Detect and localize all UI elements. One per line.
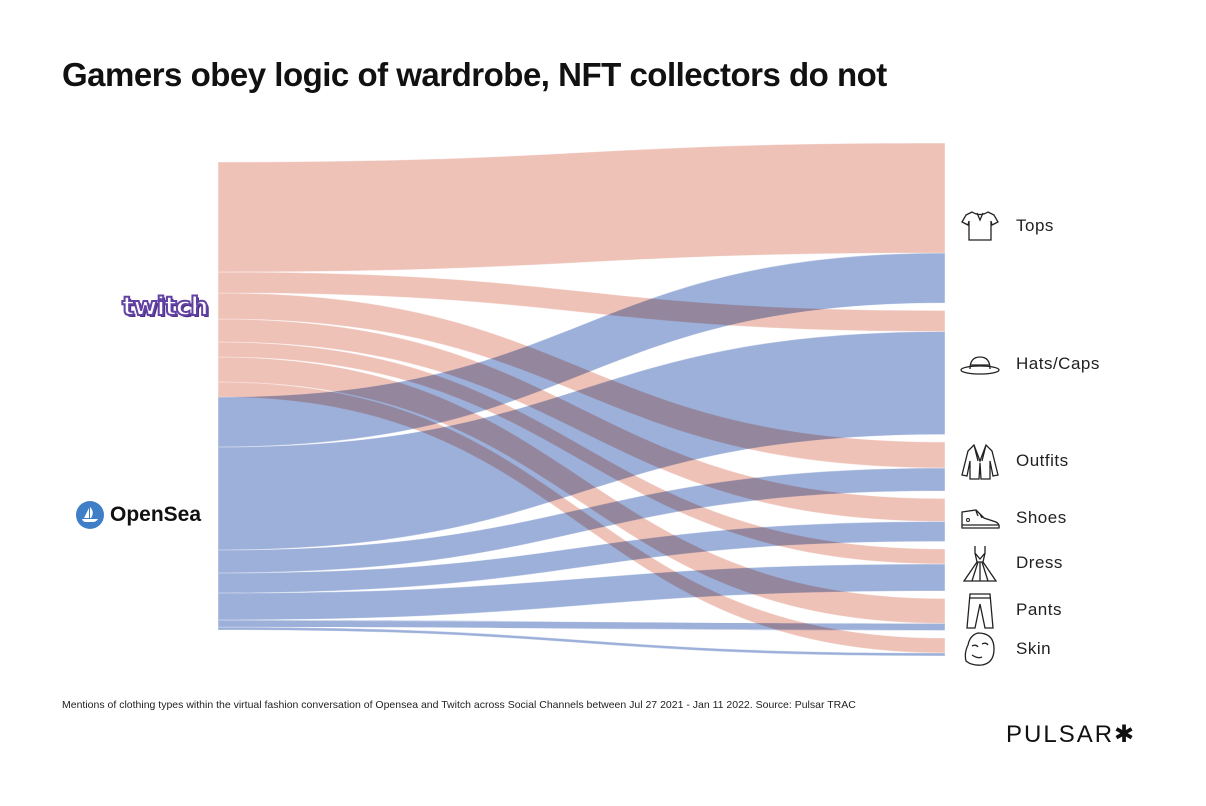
target-label: Tops [1016, 216, 1054, 235]
dress-icon [962, 546, 998, 582]
twitch-logo: twitch [121, 291, 210, 323]
chart-title: Gamers obey logic of wardrobe, NFT colle… [62, 56, 887, 93]
target-label: Hats/Caps [1016, 354, 1100, 373]
pulsar-logo: PULSAR✱ [1006, 721, 1137, 748]
t-shirt-icon [961, 211, 999, 241]
flow-opensea-hats-caps [217, 331, 946, 551]
target-outfits: Outfits [958, 441, 1069, 481]
opensea-boat-icon [76, 501, 104, 529]
target-label: Pants [1016, 600, 1062, 619]
jacket-icon [961, 443, 999, 480]
opensea-logo: OpenSea [76, 501, 201, 529]
flow-opensea-tops [217, 252, 946, 448]
target-tops: Tops [958, 206, 1054, 246]
flow-opensea-shoes [217, 521, 946, 594]
face-mask-icon [964, 632, 995, 666]
twitch-logo-text: twitch [121, 291, 210, 323]
opensea-logo-text: OpenSea [110, 503, 202, 526]
chart-caption: Mentions of clothing types within the vi… [62, 699, 856, 711]
target-skin: Skin [958, 629, 1051, 669]
hat-icon [960, 356, 1000, 375]
flow-opensea-outfits [217, 467, 946, 574]
target-label: Outfits [1016, 451, 1069, 470]
target-label: Shoes [1016, 508, 1067, 527]
flow-twitch-tops [217, 142, 946, 273]
flow-opensea-dress [217, 563, 946, 621]
flow-opensea-skin [217, 626, 946, 657]
target-pants: Pants [958, 590, 1062, 630]
target-hats-caps: Hats/Caps [958, 344, 1100, 384]
sneaker-icon [961, 509, 1000, 529]
target-dress: Dress [958, 543, 1063, 583]
target-label: Skin [1016, 639, 1052, 658]
target-shoes: Shoes [958, 498, 1067, 538]
target-label: Dress [1016, 553, 1063, 572]
pants-icon [966, 593, 994, 629]
